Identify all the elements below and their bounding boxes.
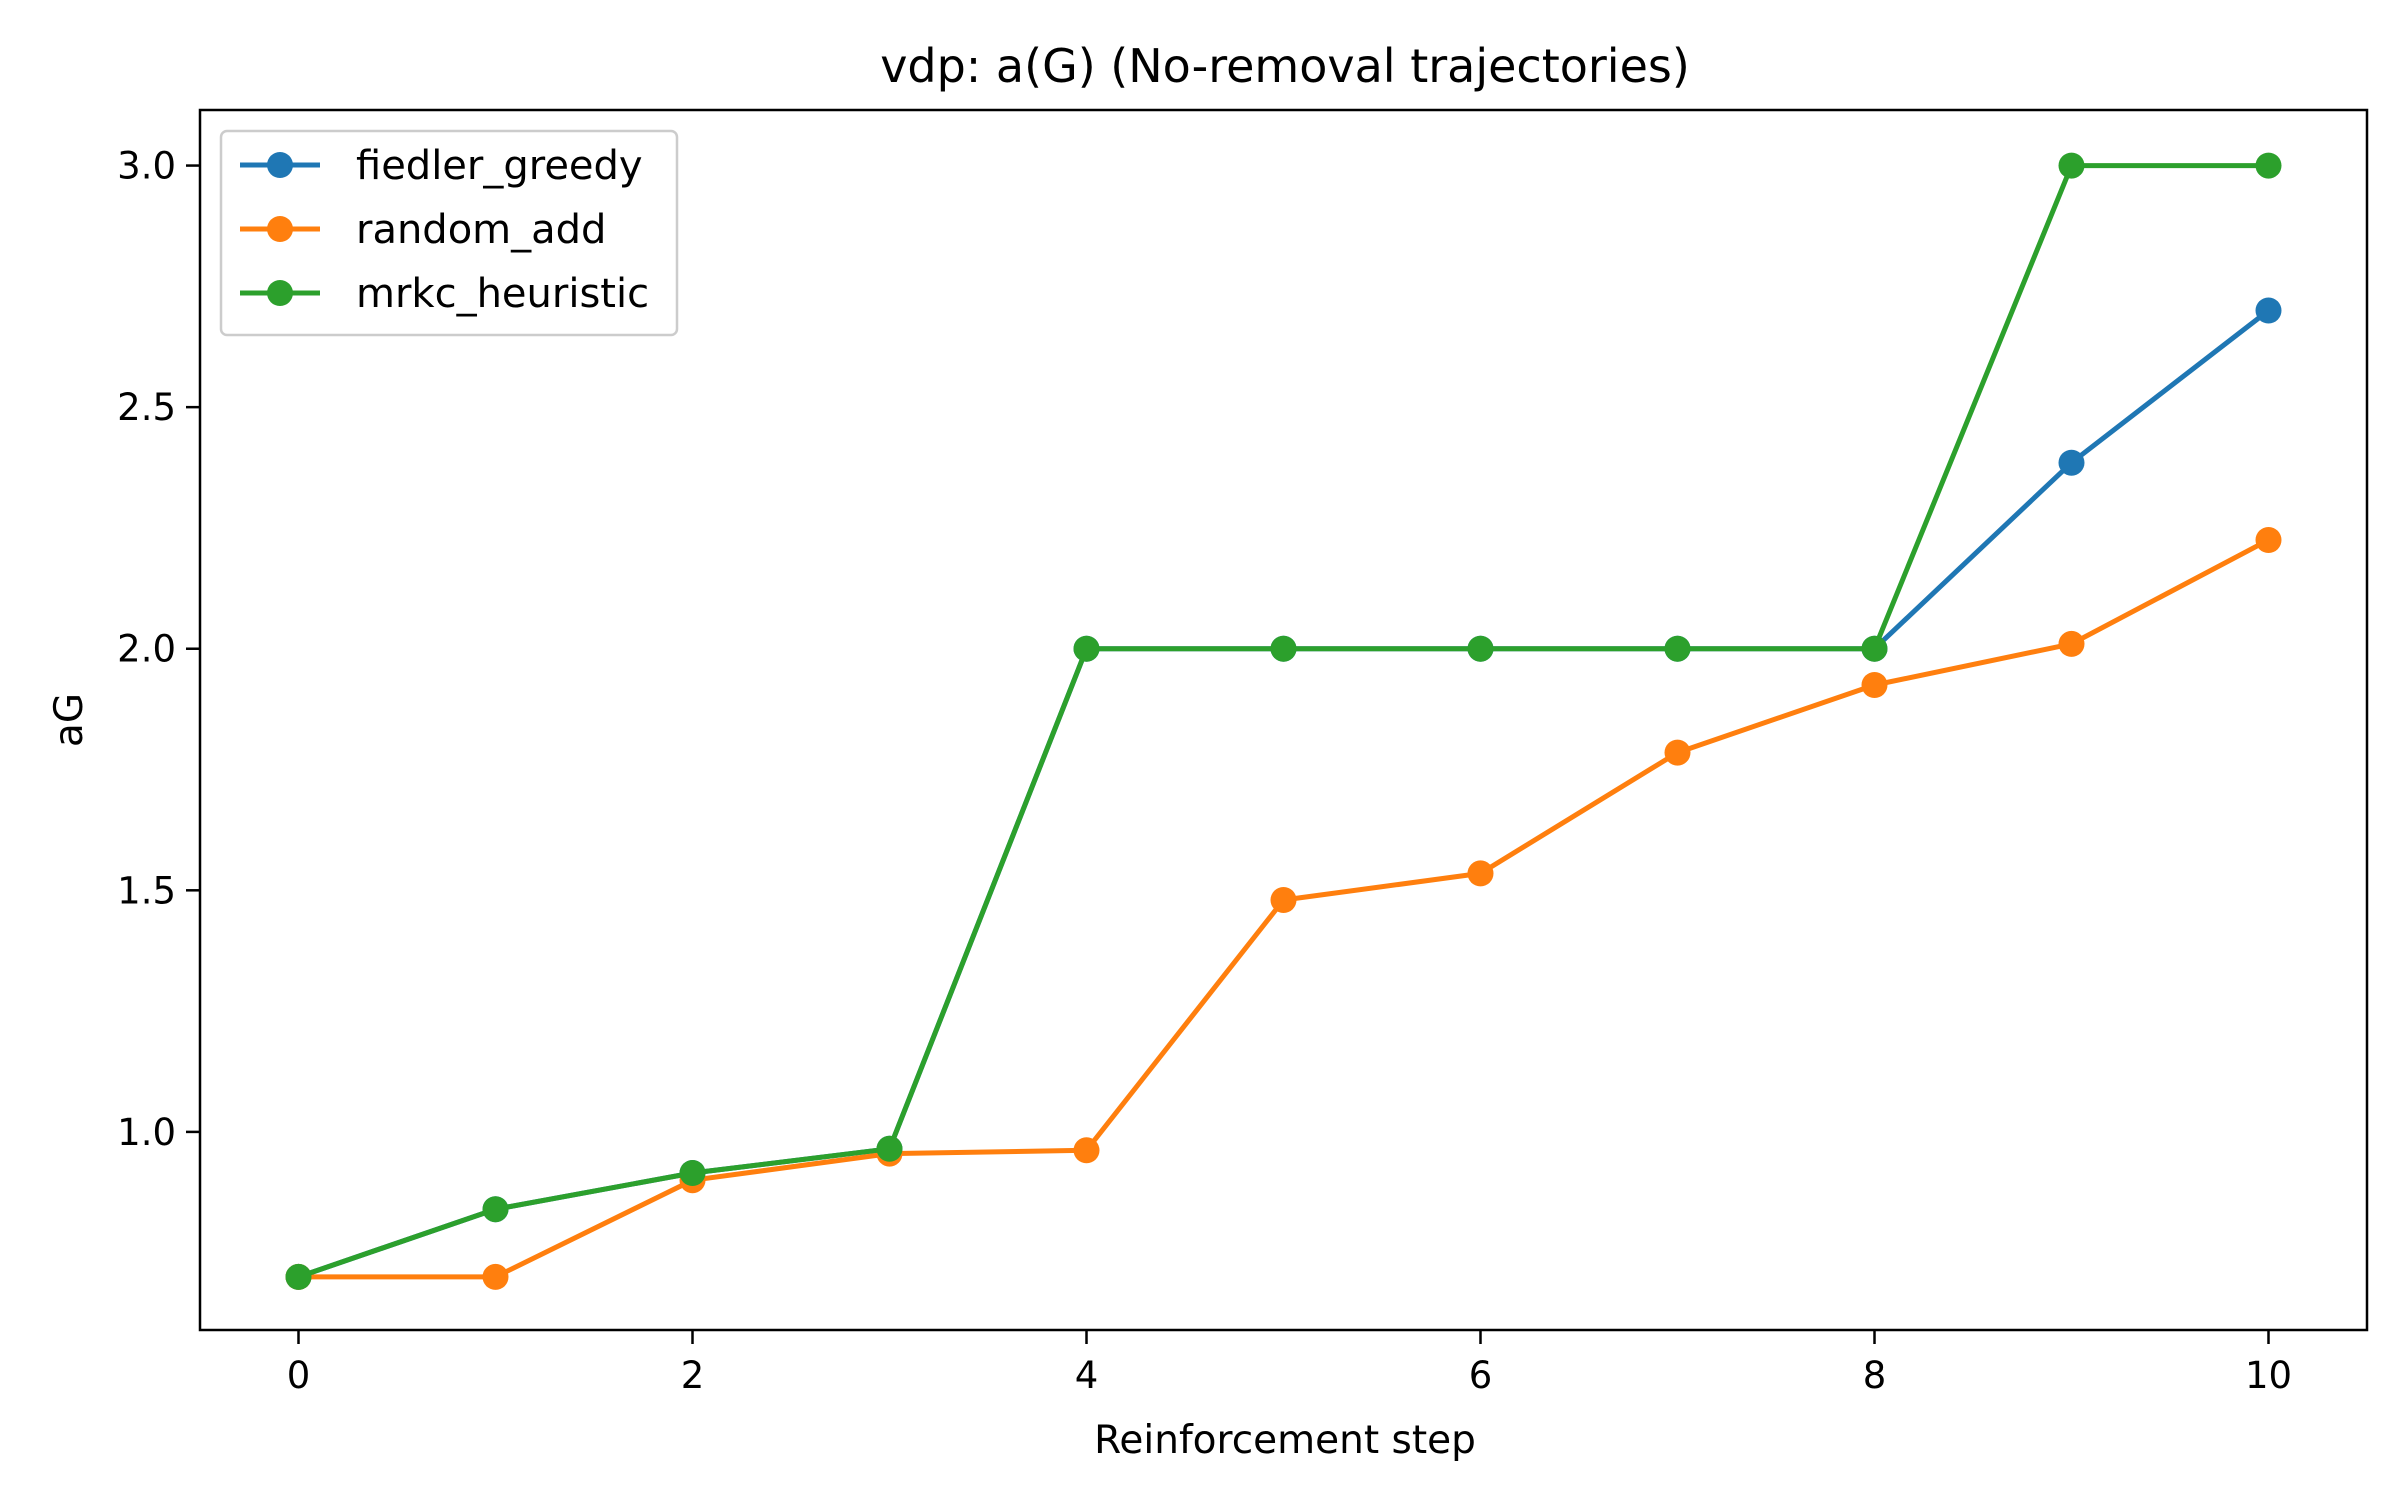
legend-box — [219, 129, 679, 337]
x-tick-label: 4 — [1075, 1354, 1099, 1397]
chart-title: vdp: a(G) (No-removal trajectories) — [880, 39, 1690, 93]
x-axis-label: Reinforcement step — [1094, 1418, 1476, 1463]
data-point-fiedler_greedy-10 — [2255, 297, 2282, 324]
y-tick-label: 2.5 — [117, 386, 176, 429]
data-point-mrkc_heuristic-1 — [482, 1196, 509, 1223]
data-point-random_add-1 — [482, 1263, 509, 1290]
data-point-random_add-6 — [1467, 860, 1494, 887]
legend-label-mrkc_heuristic: mrkc_heuristic — [356, 271, 649, 317]
data-point-random_add-7 — [1664, 739, 1691, 766]
x-tick-label: 10 — [2245, 1354, 2292, 1397]
legend-label-random_add: random_add — [356, 207, 606, 253]
y-tick-label: 1.5 — [117, 869, 176, 912]
legend-marker-random_add — [267, 216, 293, 242]
plot-frame — [198, 108, 2369, 1332]
legend-marker-fiedler_greedy — [267, 152, 293, 178]
x-tick-label: 6 — [1469, 1354, 1493, 1397]
data-point-mrkc_heuristic-2 — [679, 1160, 706, 1186]
data-point-mrkc_heuristic-5 — [1270, 635, 1297, 662]
data-point-mrkc_heuristic-4 — [1073, 635, 1100, 662]
data-point-random_add-8 — [1861, 672, 1888, 698]
data-point-mrkc_heuristic-6 — [1467, 635, 1494, 662]
data-point-random_add-9 — [2058, 630, 2085, 657]
x-tick-label: 0 — [287, 1354, 311, 1397]
series-mrkc_heuristic — [285, 152, 2282, 1290]
data-point-fiedler_greedy-9 — [2058, 449, 2085, 476]
plot-area: 0 2 4 6 8 10 1.0 1.5 2.0 2.5 3.0 fiedler_greedyrand… — [117, 108, 2369, 1397]
data-point-random_add-4 — [1073, 1137, 1100, 1164]
data-point-mrkc_heuristic-8 — [1861, 635, 1888, 662]
legend-label-fiedler_greedy: fiedler_greedy — [356, 143, 643, 189]
data-point-mrkc_heuristic-3 — [876, 1135, 903, 1162]
y-axis-label: aG — [47, 693, 92, 747]
legend: fiedler_greedy random_add mrkc_heuristic — [219, 129, 679, 337]
y-tick-label: 3.0 — [117, 145, 176, 188]
y-tick-label: 2.0 — [117, 628, 176, 671]
data-point-random_add-10 — [2255, 527, 2282, 553]
x-tick-label: 2 — [681, 1354, 705, 1397]
data-point-random_add-5 — [1270, 887, 1297, 913]
data-point-mrkc_heuristic-10 — [2255, 152, 2282, 179]
x-tick-label: 8 — [1863, 1354, 1887, 1397]
data-point-mrkc_heuristic-9 — [2058, 152, 2085, 179]
data-point-mrkc_heuristic-7 — [1664, 635, 1691, 662]
data-point-mrkc_heuristic-0 — [285, 1263, 312, 1290]
y-tick-label: 1.0 — [117, 1111, 176, 1154]
legend-marker-mrkc_heuristic — [267, 280, 293, 306]
